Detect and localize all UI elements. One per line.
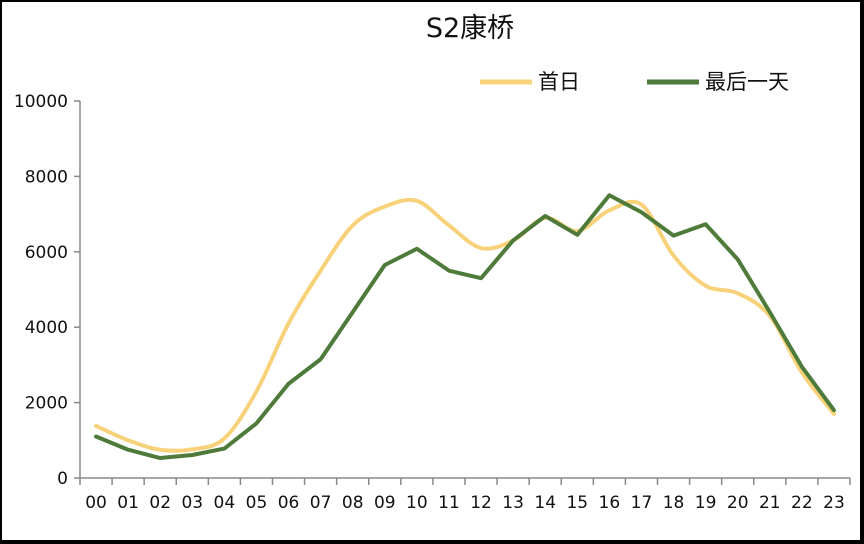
y-tick-label: 4000 [25,318,68,338]
plot-area [94,193,836,461]
y-tick-label: 0 [57,469,68,489]
y-tick-label: 10000 [14,92,68,112]
x-tick-label: 05 [246,493,268,513]
x-tick-label: 06 [278,493,300,513]
series-line-first-day [94,197,836,453]
x-tick-label: 23 [823,493,845,513]
x-tick-label: 09 [374,493,396,513]
x-tick-label: 01 [117,493,139,513]
x-tick-label: 03 [181,493,203,513]
series-line-last-day [94,193,836,461]
x-tick-label: 08 [342,493,364,513]
axes: 0 2000 4000 6000 8000 10000 00 01 02 03 04 05 06 07 08… [14,92,851,513]
x-tick-label: 11 [438,493,460,513]
x-tick-label: 17 [631,493,653,513]
x-tick-label: 15 [566,493,588,513]
legend-label-first-day: 首日 [538,70,580,94]
legend: 首日 最后一天 [480,70,789,94]
x-tick-label: 19 [695,493,717,513]
legend-label-last-day: 最后一天 [705,70,789,94]
x-tick-label: 21 [759,493,781,513]
x-tick-label: 04 [214,493,236,513]
legend-item-last-day: 最后一天 [647,70,789,94]
x-tick-label: 20 [727,493,749,513]
x-tick-label: 07 [310,493,332,513]
legend-item-first-day: 首日 [480,70,580,94]
chart-title: S2康桥 [426,13,514,44]
x-tick-label: 02 [149,493,171,513]
x-tick-label: 13 [502,493,524,513]
x-tick-label: 00 [85,493,107,513]
x-tick-label: 10 [406,493,428,513]
x-tick-label: 22 [791,493,813,513]
x-tick-label: 14 [534,493,556,513]
x-tick-label: 12 [470,493,492,513]
x-tick-label: 18 [663,493,685,513]
y-tick-label: 6000 [25,243,68,263]
y-tick-label: 2000 [25,394,68,414]
x-tick-label: 16 [599,493,621,513]
y-tick-label: 8000 [25,167,68,187]
